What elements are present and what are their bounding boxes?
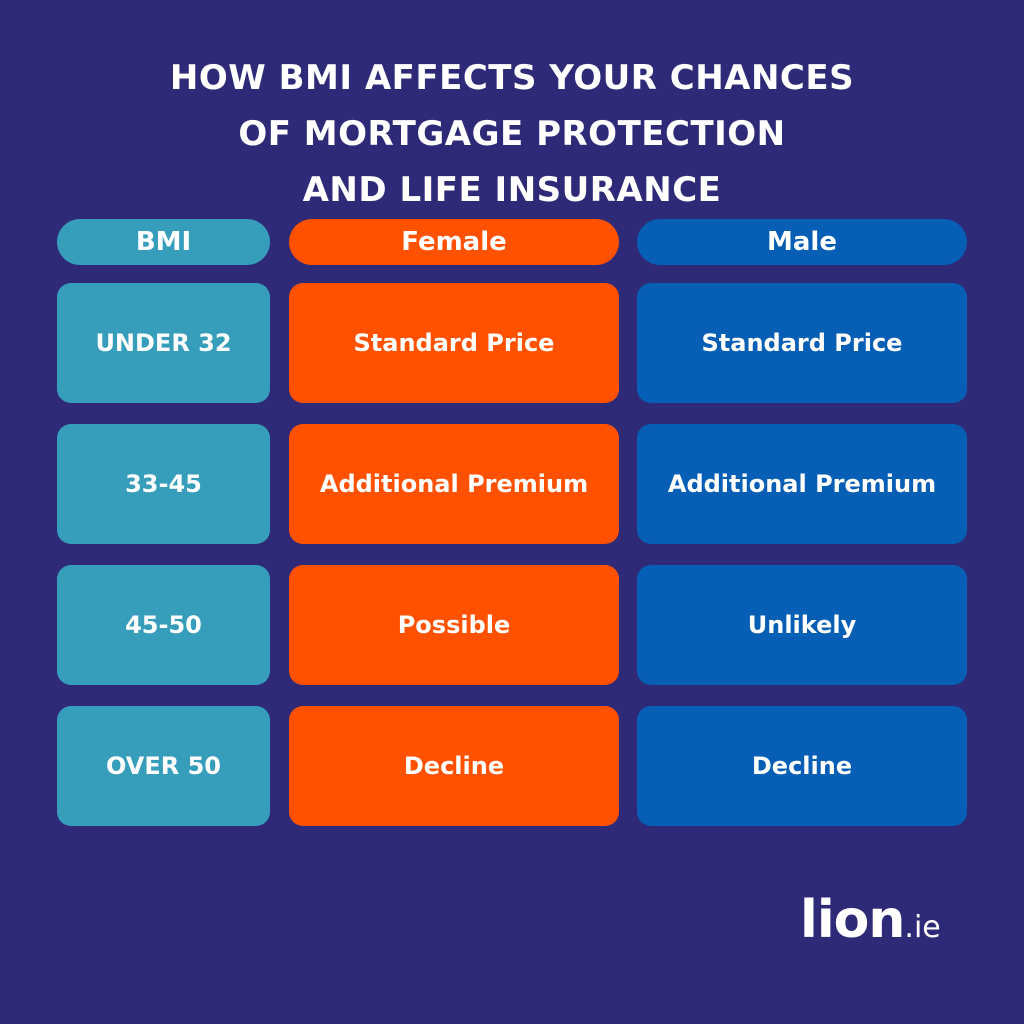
- row-1-bmi: UNDER 32: [57, 283, 270, 403]
- logo-main: lion: [800, 890, 905, 950]
- page-title: HOW BMI AFFECTS YOUR CHANCES OF MORTGAGE…: [0, 50, 1024, 218]
- title-line-1: HOW BMI AFFECTS YOUR CHANCES: [169, 58, 855, 98]
- row-4-male: Decline: [637, 706, 967, 826]
- row-2-male: Additional Premium: [637, 424, 967, 544]
- lion-logo: lion.ie: [800, 890, 941, 950]
- header-bmi: BMI: [57, 219, 270, 265]
- row-3-female: Possible: [289, 565, 619, 685]
- title-line-2: OF MORTGAGE PROTECTION: [238, 114, 786, 154]
- header-male: Male: [637, 219, 967, 265]
- row-2-female: Additional Premium: [289, 424, 619, 544]
- row-2-bmi: 33-45: [57, 424, 270, 544]
- title-line-3: AND LIFE INSURANCE: [302, 170, 722, 210]
- row-3-male: Unlikely: [637, 565, 967, 685]
- row-4-bmi: OVER 50: [57, 706, 270, 826]
- header-female: Female: [289, 219, 619, 265]
- logo-tld: .ie: [904, 910, 941, 945]
- row-1-female: Standard Price: [289, 283, 619, 403]
- row-4-female: Decline: [289, 706, 619, 826]
- row-1-male: Standard Price: [637, 283, 967, 403]
- row-3-bmi: 45-50: [57, 565, 270, 685]
